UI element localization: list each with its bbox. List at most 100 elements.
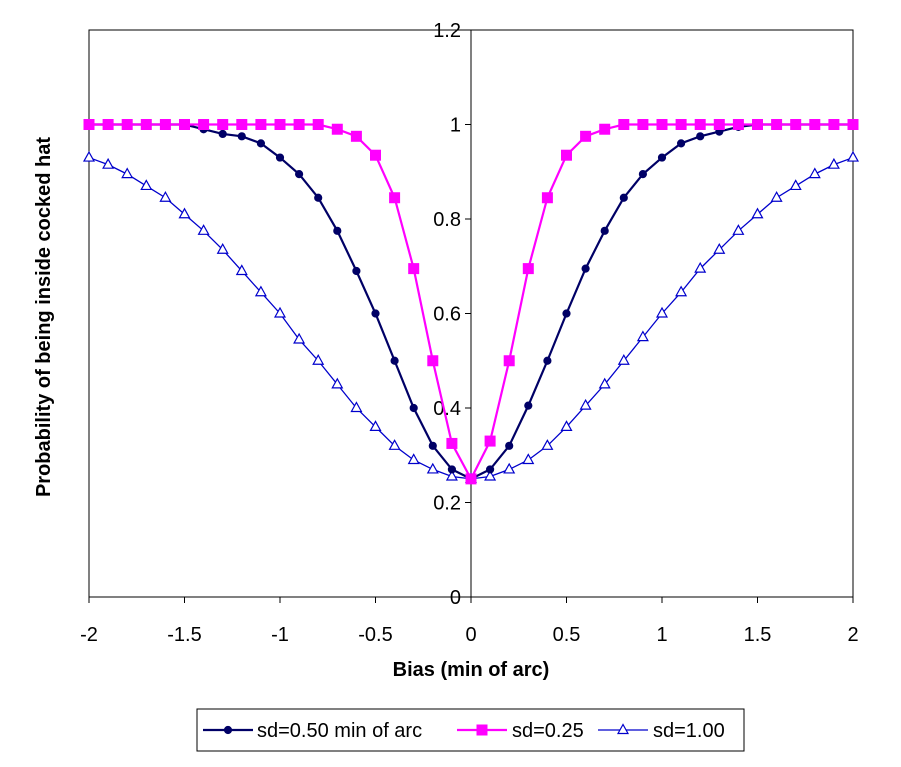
legend-label: sd=1.00 bbox=[653, 720, 725, 742]
data-point bbox=[732, 119, 744, 130]
y-tick-label: 0.2 bbox=[433, 493, 461, 515]
data-point bbox=[486, 465, 495, 474]
data-point bbox=[503, 355, 515, 367]
data-point bbox=[598, 377, 611, 389]
data-point bbox=[293, 119, 305, 130]
data-point bbox=[370, 149, 381, 161]
data-point bbox=[82, 150, 96, 162]
data-point bbox=[389, 192, 401, 204]
series-layer bbox=[82, 119, 860, 485]
data-point bbox=[581, 264, 590, 273]
data-point bbox=[752, 119, 763, 130]
data-point bbox=[159, 119, 171, 130]
data-point bbox=[562, 309, 571, 318]
data-point bbox=[789, 179, 802, 191]
data-point bbox=[275, 153, 285, 162]
data-point bbox=[675, 285, 688, 297]
x-tick-label: -1.5 bbox=[167, 624, 201, 646]
data-point bbox=[428, 441, 437, 450]
data-point bbox=[503, 462, 516, 474]
data-point bbox=[484, 435, 496, 447]
data-point bbox=[312, 119, 324, 130]
data-point bbox=[83, 119, 95, 130]
data-point bbox=[713, 119, 725, 130]
data-point bbox=[522, 453, 535, 465]
data-point bbox=[427, 355, 439, 367]
data-point bbox=[809, 119, 821, 130]
data-point bbox=[522, 263, 534, 275]
data-point bbox=[333, 226, 342, 235]
data-point bbox=[216, 242, 229, 254]
data-point bbox=[236, 119, 248, 130]
data-point bbox=[579, 398, 592, 410]
data-point bbox=[638, 170, 648, 179]
data-point bbox=[179, 119, 190, 130]
data-point bbox=[847, 119, 859, 130]
data-point bbox=[846, 150, 860, 162]
data-point bbox=[255, 119, 267, 130]
data-point bbox=[656, 119, 668, 130]
x-axis-title: Bias (min of arc) bbox=[393, 659, 550, 681]
data-point bbox=[140, 179, 153, 191]
data-point bbox=[218, 129, 227, 139]
data-point bbox=[771, 119, 783, 130]
data-point bbox=[350, 130, 362, 142]
x-tick-label: -2 bbox=[80, 624, 98, 646]
data-point bbox=[732, 224, 745, 235]
y-tick-label: 1.2 bbox=[433, 20, 461, 42]
data-point bbox=[445, 469, 458, 481]
x-tick-label: 0 bbox=[465, 624, 476, 646]
data-point bbox=[371, 309, 380, 318]
data-point bbox=[407, 453, 420, 465]
data-point bbox=[543, 356, 552, 365]
legend-label: sd=0.50 min of arc bbox=[257, 720, 422, 742]
data-point bbox=[390, 356, 399, 365]
data-point bbox=[274, 119, 286, 130]
data-point bbox=[350, 401, 363, 413]
data-point bbox=[293, 332, 306, 344]
legend-item: sd=0.25 bbox=[457, 720, 584, 742]
y-axis-title: Probability of being inside cocked hat bbox=[33, 137, 55, 497]
data-point bbox=[197, 224, 210, 235]
series-square bbox=[83, 119, 859, 485]
y-tick-label: 1 bbox=[450, 115, 461, 137]
x-tick-label: -0.5 bbox=[358, 624, 392, 646]
data-point bbox=[561, 149, 572, 161]
data-point bbox=[751, 207, 764, 219]
series-triangle bbox=[82, 150, 860, 483]
data-point bbox=[331, 377, 344, 389]
data-point bbox=[560, 420, 573, 431]
data-point bbox=[235, 264, 248, 276]
legend-label: sd=0.25 bbox=[512, 720, 584, 742]
data-point bbox=[580, 130, 592, 142]
x-tick-label: -1 bbox=[271, 624, 289, 646]
data-point bbox=[694, 119, 706, 130]
legend-item: sd=1.00 bbox=[598, 720, 725, 742]
data-point bbox=[617, 354, 630, 365]
data-point bbox=[159, 191, 172, 202]
data-point bbox=[827, 157, 840, 169]
data-point bbox=[619, 193, 628, 202]
data-point bbox=[331, 123, 343, 135]
y-tick-label: 0.6 bbox=[433, 304, 461, 326]
data-point bbox=[217, 119, 229, 130]
data-point bbox=[273, 306, 287, 318]
data-point bbox=[828, 119, 840, 130]
data-point bbox=[696, 132, 705, 141]
data-point bbox=[600, 226, 609, 235]
data-point bbox=[352, 266, 361, 276]
data-point bbox=[541, 192, 553, 204]
data-point bbox=[637, 119, 649, 130]
data-point bbox=[295, 170, 304, 179]
data-point bbox=[102, 157, 115, 169]
data-point bbox=[312, 354, 325, 365]
x-tick-label: 1.5 bbox=[744, 624, 772, 646]
data-point bbox=[256, 139, 265, 148]
data-point bbox=[599, 123, 611, 135]
data-point bbox=[409, 403, 418, 413]
legend-item: sd=0.50 min of arc bbox=[203, 720, 422, 742]
legend-marker bbox=[223, 725, 233, 735]
data-point bbox=[770, 191, 783, 202]
